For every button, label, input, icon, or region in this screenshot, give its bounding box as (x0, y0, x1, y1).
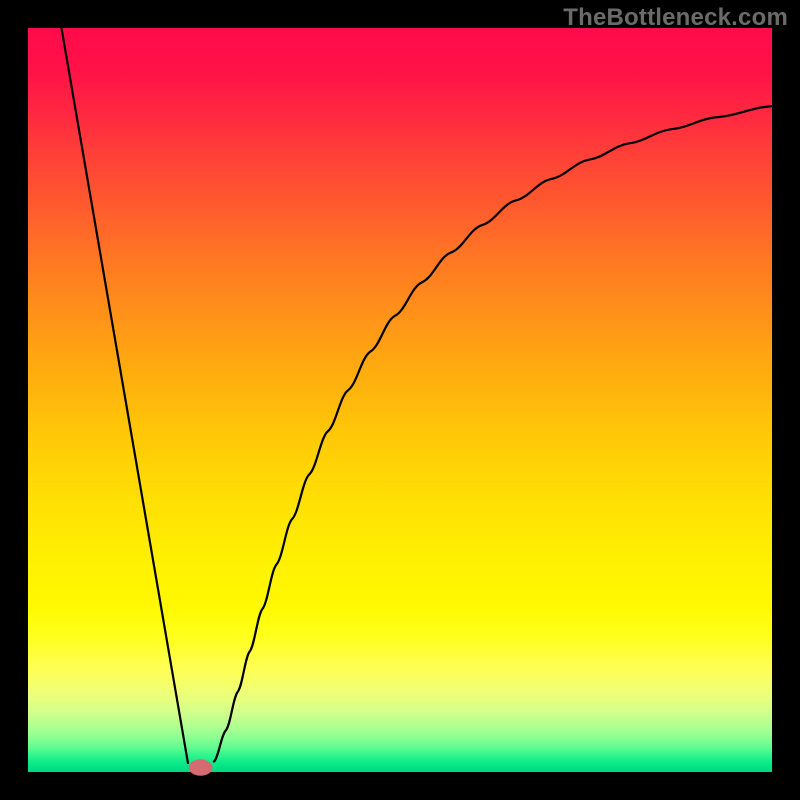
watermark-text: TheBottleneck.com (563, 4, 788, 32)
minimum-marker (189, 759, 213, 775)
plot-background (28, 28, 772, 772)
bottleneck-chart (0, 0, 800, 800)
chart-container: TheBottleneck.com (0, 0, 800, 800)
